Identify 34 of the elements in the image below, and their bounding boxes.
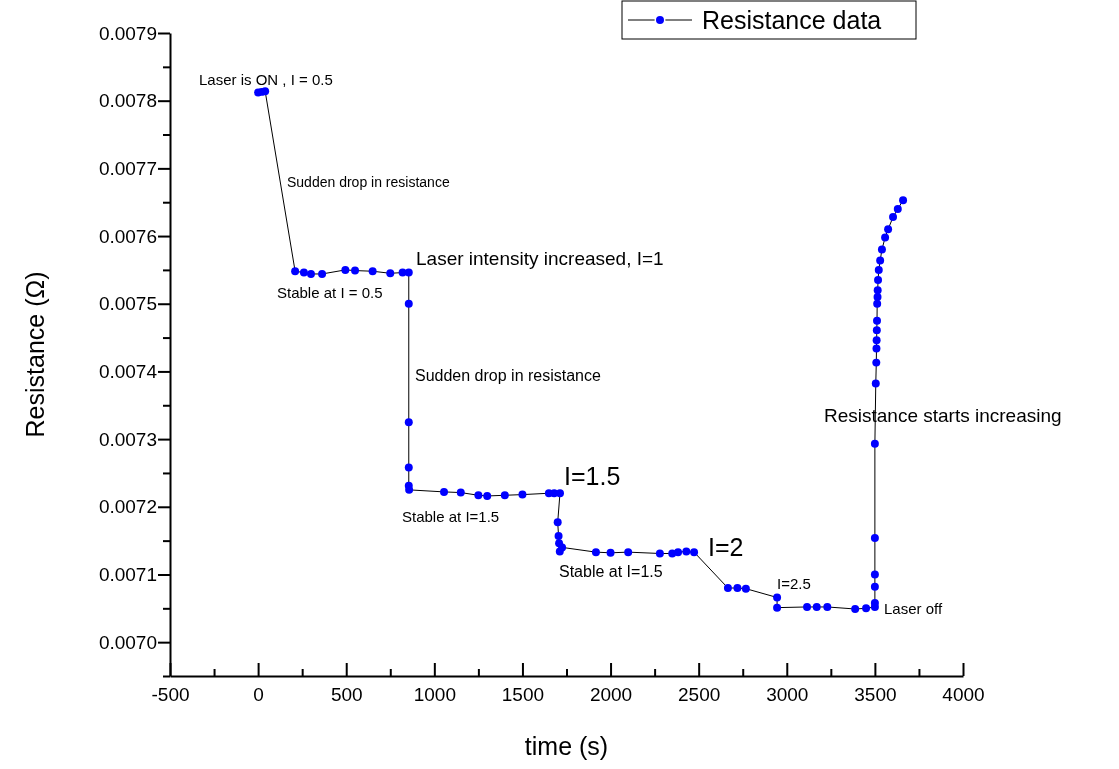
- annotation: I=2.5: [777, 575, 811, 592]
- y-tick-label: 0.0076: [98, 225, 157, 247]
- y-tick-label: 0.0078: [98, 90, 157, 112]
- x-tick-label: 0: [253, 684, 264, 706]
- annotation: Stable at I = 0.5: [277, 284, 383, 301]
- legend-label: Resistance data: [702, 6, 882, 34]
- x-tick-label: 2000: [589, 684, 633, 706]
- annotation: Laser off: [884, 600, 943, 617]
- y-tick-label: 0.0079: [98, 22, 157, 44]
- annotation: Sudden drop in resistance: [415, 367, 601, 384]
- y-axis-title: Resistance (Ω): [21, 271, 49, 438]
- annotation: Stable at I=1.5: [402, 508, 500, 525]
- y-tick-label: 0.0071: [98, 564, 157, 586]
- annotation: Laser intensity increased, I=1: [416, 248, 664, 269]
- y-tick-label: 0.0077: [98, 157, 157, 179]
- annotation: I=1.5: [564, 462, 621, 490]
- annotation: I=2: [708, 533, 744, 561]
- annotation: Stable at I=1.5: [559, 563, 663, 580]
- x-tick-label: -500: [151, 684, 190, 706]
- x-tick-label: 2500: [678, 684, 721, 706]
- annotation: Laser is ON , I = 0.5: [199, 71, 333, 88]
- x-tick-label: 500: [330, 684, 363, 706]
- y-tick-label: 0.0072: [98, 496, 157, 518]
- x-tick-label: 3000: [766, 684, 809, 706]
- x-tick-label: 4000: [942, 684, 985, 706]
- y-tick-label: 0.0073: [98, 428, 157, 450]
- y-tick-label: 0.0070: [98, 631, 157, 653]
- y-tick-label: 0.0074: [98, 361, 158, 382]
- x-tick-label: 1000: [413, 684, 456, 706]
- x-axis-title: time (s): [524, 732, 609, 760]
- x-tick-label: 1500: [501, 684, 545, 706]
- y-tick-label: 0.0075: [98, 293, 157, 315]
- x-tick-label: 3500: [854, 684, 897, 706]
- annotation: Sudden drop in resistance: [287, 174, 450, 190]
